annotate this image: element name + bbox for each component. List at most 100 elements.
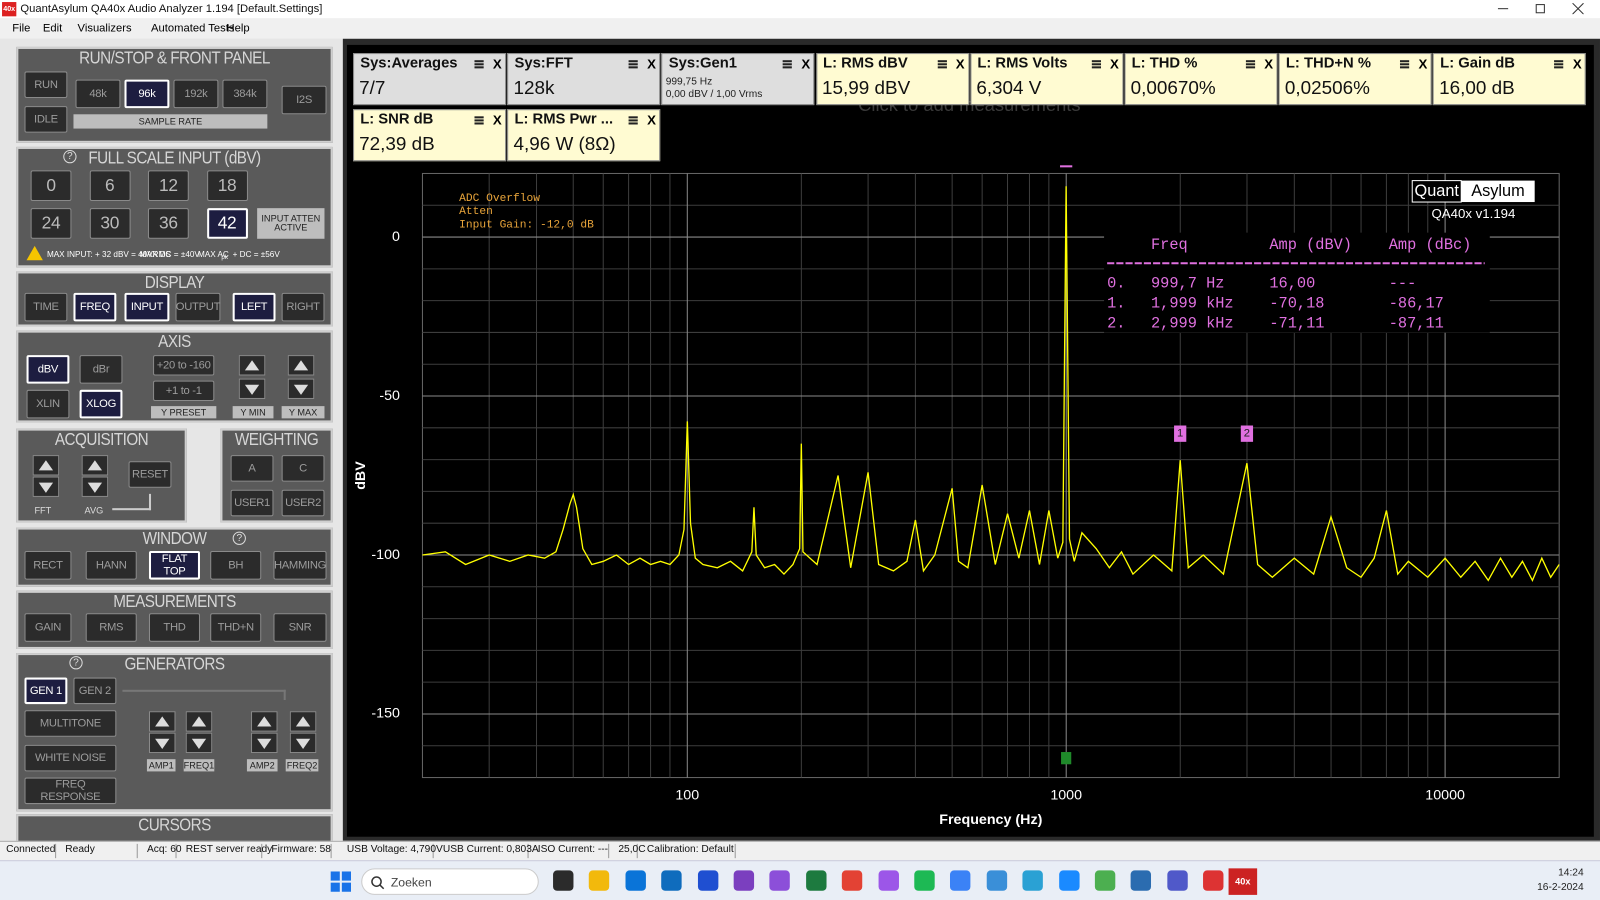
button[interactable]: XLOG [79,389,123,419]
taskbar-app[interactable] [553,870,574,891]
arrow-up[interactable] [81,455,109,476]
menu-item[interactable]: File [12,22,31,35]
button[interactable]: 0 [30,170,72,202]
taskbar-app[interactable] [914,870,935,891]
button[interactable]: RESET [128,461,172,488]
measurement-tile[interactable]: L: THD % X 0,00670% [1124,53,1278,106]
measurement-tile[interactable]: Sys:Averages X 7/7 [353,53,507,106]
button[interactable]: FREQ RESPONSE [24,777,117,805]
button[interactable]: I2S [281,85,327,115]
button[interactable]: USER1 [230,489,274,517]
button[interactable]: MULTITONE [24,710,117,737]
taskbar-app[interactable] [1131,870,1152,891]
tile-menu[interactable] [1091,60,1101,69]
menu-item[interactable]: Edit [42,22,63,35]
button[interactable]: 6 [89,170,131,202]
tile-close[interactable]: X [801,56,811,72]
taskbar-app[interactable] [697,870,718,891]
button[interactable]: FREQ [73,292,117,322]
tile-close[interactable]: X [1418,56,1428,72]
arrow-up[interactable] [287,355,315,376]
button[interactable]: USER2 [281,489,325,517]
tile-close[interactable]: X [647,56,656,72]
tile-close[interactable]: X [1572,56,1582,72]
taskbar-app[interactable] [1203,870,1224,891]
arrow-down[interactable] [289,732,317,754]
button[interactable]: 96k [124,79,170,109]
app-taskbar-icon[interactable]: 40x [1228,868,1258,895]
taskbar-app[interactable] [878,870,899,891]
tile-menu[interactable] [628,60,638,69]
measurement-tile[interactable]: Sys:Gen1 X 999,75 Hz 0,00 dBV / 1,00 Vrms [661,53,815,106]
taskbar-app[interactable] [1094,870,1116,891]
button[interactable]: A [230,455,274,482]
arrow-up[interactable] [32,455,60,476]
button[interactable]: HAMMING [273,551,327,580]
button[interactable]: +1 to -1 [153,380,215,402]
arrow-up[interactable] [289,711,317,732]
button[interactable]: WHITE NOISE [24,744,117,772]
button[interactable]: 48k [75,79,121,109]
button[interactable]: dBr [79,355,123,384]
search-box[interactable]: Zoeken [361,868,539,895]
taskbar-app[interactable] [625,870,646,891]
button[interactable]: THD+N [210,613,262,642]
button[interactable]: GAIN [24,613,72,642]
button[interactable]: RIGHT [281,292,325,322]
tile-close[interactable]: X [492,112,502,128]
button[interactable]: TIME [24,292,68,322]
measurement-tile[interactable]: Sys:FFT X 128k [507,53,661,106]
arrow-down[interactable] [148,732,176,754]
measurement-tile[interactable]: L: SNR dB X 72,39 dB [353,109,507,162]
arrow-up[interactable] [238,355,266,376]
tile-menu[interactable] [1400,60,1410,69]
measurement-tile[interactable]: L: RMS Volts X 6,304 V [970,53,1124,106]
button[interactable]: +20 to -160 [153,355,215,376]
taskbar-app[interactable] [1022,870,1044,891]
taskbar-app[interactable] [1167,870,1188,891]
taskbar-app[interactable] [842,870,863,891]
arrow-down[interactable] [185,732,213,754]
arrow-down[interactable] [238,378,266,399]
menu-item[interactable]: Automated Tests [151,22,235,35]
help-icon[interactable]: ? [69,656,83,670]
button[interactable]: C [281,455,325,482]
button[interactable]: GEN 1 [24,677,68,705]
tile-menu[interactable] [783,60,793,69]
button[interactable]: 24 [30,208,72,239]
button[interactable]: RUN [24,71,68,98]
taskbar-app[interactable] [769,870,791,891]
button[interactable]: 384k [222,79,268,109]
taskbar-app[interactable] [950,870,971,891]
tile-close[interactable]: X [647,112,656,128]
arrow-up[interactable] [251,711,278,732]
arrow-down[interactable] [251,732,278,754]
tile-menu[interactable] [1554,60,1564,69]
arrow-up[interactable] [185,711,213,732]
close-window[interactable] [1572,3,1584,15]
button[interactable]: RECT [24,551,72,580]
maximize[interactable] [1535,4,1545,14]
taskbar-app[interactable] [1058,870,1080,891]
tile-menu[interactable] [474,60,484,69]
button[interactable]: 36 [147,208,189,239]
taskbar-app[interactable] [661,870,682,891]
help-icon[interactable]: ? [232,531,246,545]
arrow-down[interactable] [32,476,60,497]
arrow-down[interactable] [81,476,109,497]
measurement-tile[interactable]: L: THD+N % X 0,02506% [1278,53,1432,106]
button[interactable]: BH [210,551,262,580]
taskbar-app[interactable] [589,870,610,891]
measurement-tile[interactable]: L: Gain dB X 16,00 dB [1433,53,1587,106]
tile-menu[interactable] [1245,60,1256,69]
button[interactable]: LEFT [232,292,276,322]
button[interactable]: IDLE [24,106,68,133]
button[interactable]: dBV [26,355,70,384]
button[interactable]: GEN 2 [73,677,117,705]
button[interactable]: XLIN [26,389,70,419]
button[interactable]: RMS [85,613,137,642]
button[interactable]: OUTPUT [175,292,220,322]
menu-item[interactable]: Visualizers [77,22,132,35]
start-button[interactable] [330,871,352,892]
button[interactable]: FLAT TOP [148,551,200,580]
